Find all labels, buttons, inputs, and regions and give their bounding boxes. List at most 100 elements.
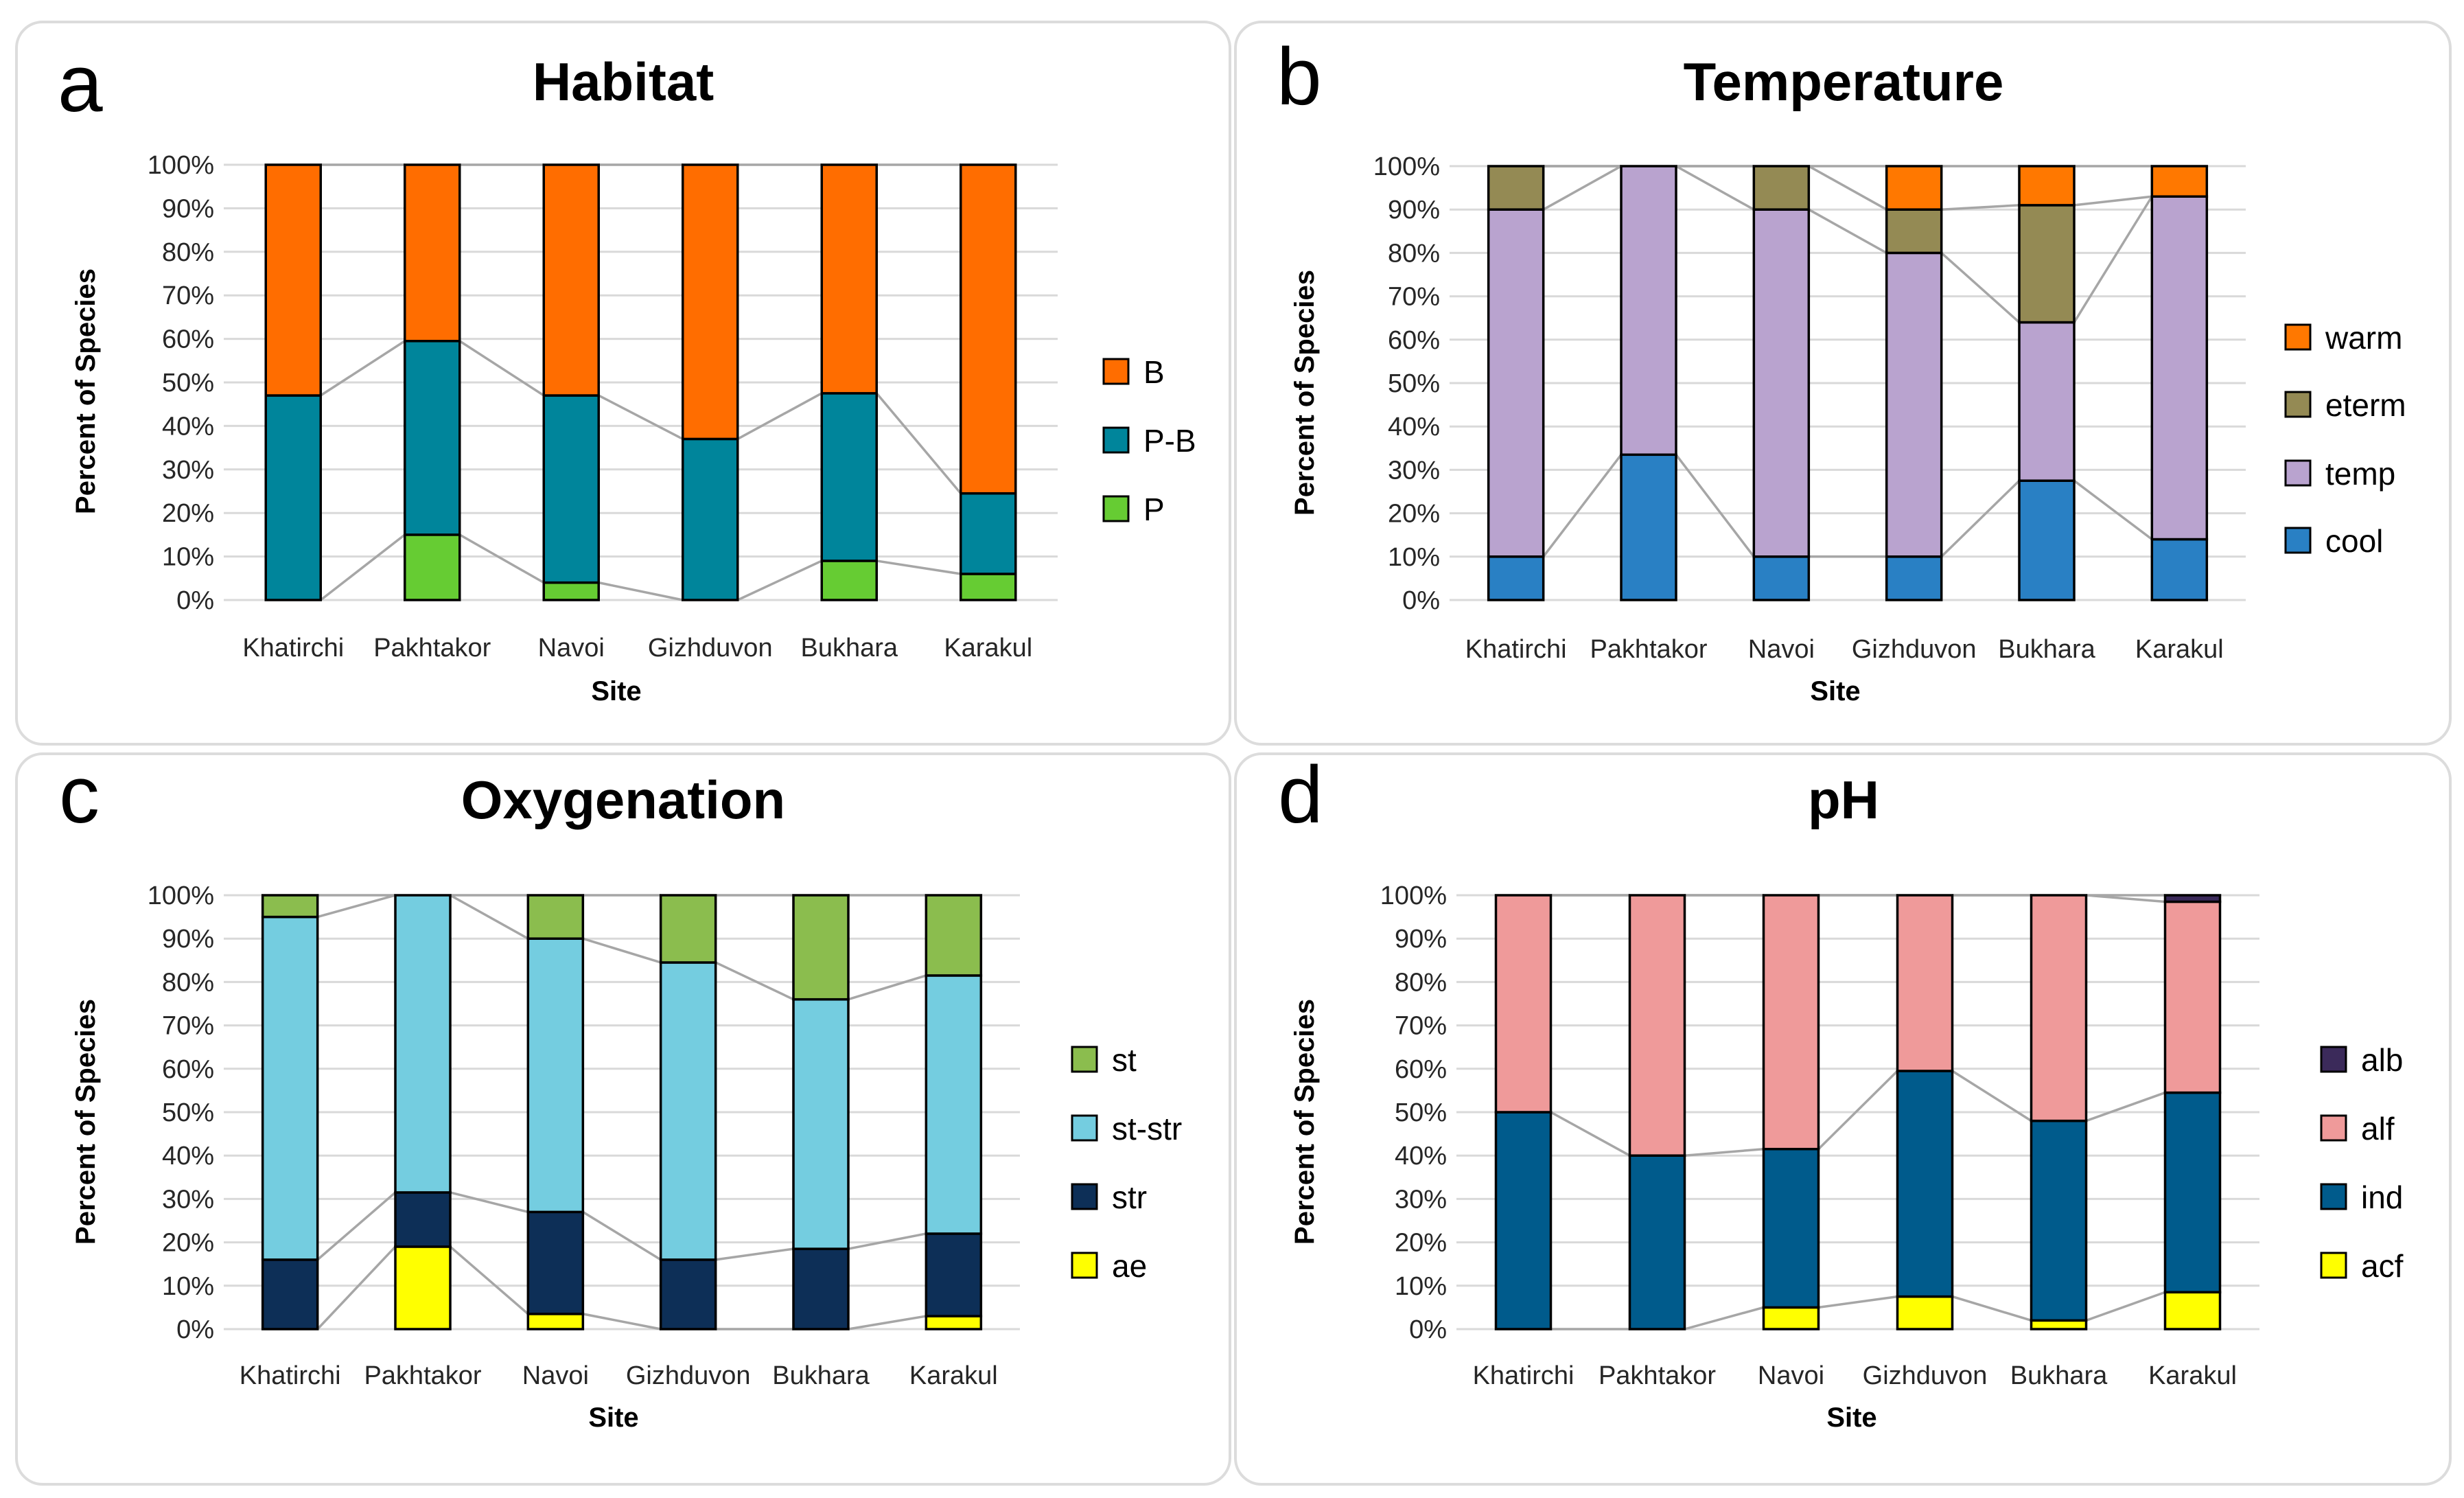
y-tick-label: 0%: [1402, 586, 1440, 615]
connector-line-ae: [449, 1245, 529, 1315]
bar-segment-p-b-bukhara: [820, 392, 878, 562]
y-tick-label: 20%: [1395, 1229, 1447, 1258]
chart-temperature: b Temperature 0% 10% 20% 30% 40% 50% 60% 70% 80% 90…: [1277, 32, 2406, 706]
bar-segment-st-bukhara: [792, 894, 850, 1001]
x-tick-labels: Khatirchi Pakhtakor Navoi Gizhduvon Bukhara K…: [242, 634, 1032, 662]
y-tick-label: 50%: [162, 1098, 214, 1127]
bar-segment-cool-pakhtakor: [1620, 453, 1677, 601]
bar-segment-st-str-karakul: [925, 974, 983, 1235]
bar-segment-temp-navoi: [1752, 208, 1811, 558]
x-tick-label: Khatirchi: [1465, 635, 1567, 664]
legend-label-st: st: [1112, 1042, 1137, 1078]
bar-segment-alf-navoi: [1762, 894, 1820, 1151]
legend-swatch-str: [1071, 1183, 1098, 1210]
connector-line-p-b: [320, 340, 406, 397]
bar-segment-ind-bukhara: [2030, 1119, 2088, 1322]
y-tick-label: 40%: [162, 1142, 214, 1171]
bar-segment-p-b-khatirchi: [264, 394, 322, 601]
legend-swatch-st-str: [1071, 1114, 1098, 1142]
connector-line-st-str: [714, 961, 794, 1001]
gridlines: [224, 894, 1020, 1330]
bar-segment-b-pakhtakor: [404, 163, 461, 343]
legend-label-ae: ae: [1112, 1248, 1147, 1284]
bar-segment-ind-gizhduvon: [1896, 1070, 1954, 1298]
bar-segment-acf-gizhduvon: [1896, 1295, 1954, 1330]
legend-swatch-cool: [2284, 527, 2312, 554]
legend-swatch-warm: [2284, 323, 2312, 351]
bar-segment-alb-karakul: [2163, 894, 2222, 903]
y-tick-label: 50%: [162, 369, 214, 397]
y-tick-label: 70%: [162, 281, 214, 310]
y-tick-labels: 0% 10% 20% 30% 40% 50% 60% 70% 80% 90% 100%: [148, 881, 214, 1344]
bars: [261, 894, 983, 1330]
x-tick-label: Karakul: [2148, 1361, 2237, 1390]
bar-segment-ae-pakhtakor: [394, 1245, 452, 1330]
bar-segment-acf-karakul: [2163, 1291, 2222, 1330]
bar-segment-b-karakul: [960, 163, 1017, 495]
connector-line-temp: [1808, 208, 1887, 254]
y-tick-label: 70%: [1395, 1012, 1447, 1041]
connector-line-st-str: [848, 974, 927, 1001]
legend: warm eterm temp cool: [2284, 320, 2406, 559]
y-tick-label: 100%: [148, 151, 214, 180]
y-tick-label: 20%: [162, 1229, 214, 1258]
connector-line-p: [737, 560, 822, 601]
bar-segment-str-khatirchi: [261, 1258, 319, 1330]
legend-label-p: P: [1143, 492, 1165, 527]
y-tick-label: 80%: [162, 238, 214, 267]
bars: [1487, 165, 2209, 601]
bar-segment-alf-gizhduvon: [1896, 894, 1954, 1072]
y-tick-label: 10%: [162, 543, 214, 572]
panel-a: a Habitat 0% 10% 20% 30% 40% 50% 60% 70% 80% 90% 100…: [15, 21, 1231, 746]
bar-segment-ind-navoi: [1762, 1147, 1820, 1309]
y-tick-label: 10%: [1388, 543, 1440, 572]
legend-swatch-p-b: [1102, 426, 1130, 454]
y-tick-label: 40%: [162, 412, 214, 441]
panel-label: c: [59, 755, 100, 840]
y-tick-label: 60%: [1395, 1055, 1447, 1084]
legend: alb alf ind acf: [2320, 1042, 2404, 1284]
x-tick-label: Karakul: [944, 634, 1032, 662]
x-tick-label: Pakhtakor: [1590, 635, 1707, 664]
bar-segment-cool-gizhduvon: [1885, 555, 1943, 601]
bar-segment-str-pakhtakor: [394, 1191, 452, 1248]
panel-b: b Temperature 0% 10% 20% 30% 40% 50% 60% 70% 80% 90…: [1234, 21, 2452, 746]
bar-segment-temp-karakul: [2150, 195, 2209, 541]
x-tick-label: Gizhduvon: [1852, 635, 1977, 664]
y-tick-label: 30%: [1395, 1185, 1447, 1214]
legend-swatch-acf: [2320, 1252, 2347, 1279]
bar-segment-b-navoi: [542, 163, 600, 397]
bar-segment-eterm-khatirchi: [1487, 165, 1545, 211]
panel-label: b: [1277, 32, 1322, 122]
connector-line-temp: [2073, 196, 2153, 323]
bar-segment-str-gizhduvon: [659, 1258, 717, 1330]
legend-label-cool: cool: [2325, 523, 2383, 559]
bar-segment-temp-khatirchi: [1487, 208, 1545, 558]
bar-segment-eterm-navoi: [1752, 165, 1811, 211]
y-tick-labels: 0% 10% 20% 30% 40% 50% 60% 70% 80% 90% 100%: [148, 151, 214, 615]
x-tick-labels: Khatirchi Pakhtakor Navoi Gizhduvon Bukhara K…: [240, 1361, 998, 1390]
connector-line-str: [450, 1191, 528, 1214]
bars: [1494, 894, 2222, 1330]
y-tick-label: 30%: [162, 1185, 214, 1214]
bar-segment-acf-navoi: [1762, 1306, 1820, 1330]
legend-label-alb: alb: [2361, 1042, 2403, 1078]
connector-line-eterm: [1941, 204, 2020, 211]
panel-d: d pH 0% 10% 20% 30% 40% 50% 60% 70% 80% 90% 100% Khat…: [1234, 752, 2452, 1486]
legend-label-st-str: st-str: [1112, 1111, 1182, 1146]
legend-label-eterm: eterm: [2325, 387, 2406, 423]
y-tick-label: 60%: [162, 1055, 214, 1084]
connector-line-acf: [1684, 1306, 1764, 1330]
bar-segment-ae-navoi: [526, 1313, 585, 1330]
bar-segment-eterm-bukhara: [2018, 204, 2076, 324]
connector-line-temp: [1940, 252, 2021, 323]
y-tick-label: 0%: [1409, 1315, 1447, 1344]
gridlines: [224, 163, 1058, 601]
bar-segment-alf-karakul: [2163, 900, 2222, 1094]
chart-ph: d pH 0% 10% 20% 30% 40% 50% 60% 70% 80% 90% 100% Khat…: [1278, 755, 2404, 1433]
y-tick-label: 60%: [1388, 326, 1440, 355]
bar-segment-warm-bukhara: [2018, 165, 2076, 207]
connector-line-str: [316, 1191, 397, 1261]
x-tick-label: Gizhduvon: [626, 1361, 751, 1390]
bar-segment-ind-karakul: [2163, 1091, 2222, 1294]
